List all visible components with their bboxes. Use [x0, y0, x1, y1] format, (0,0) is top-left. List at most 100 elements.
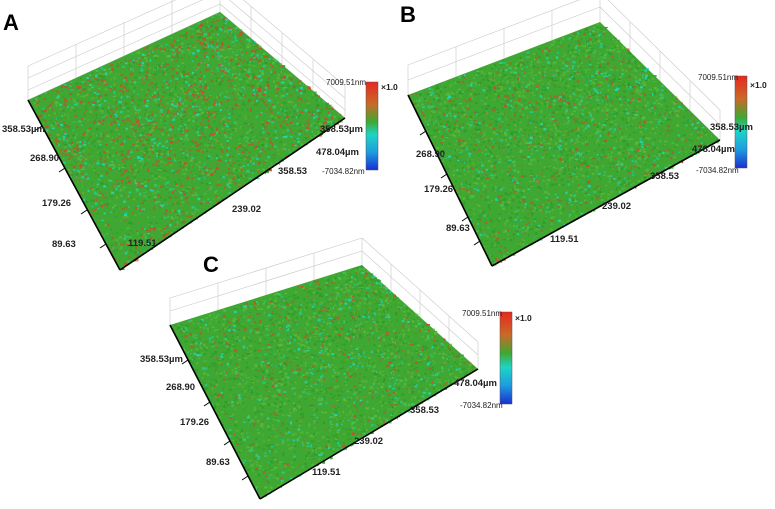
surface-speckle	[167, 202, 169, 204]
surface-speckle	[106, 132, 108, 135]
surface-speckle	[451, 103, 455, 105]
surface-speckle	[218, 183, 221, 186]
surface-speckle	[172, 52, 175, 54]
surface-speckle	[175, 201, 177, 204]
surface-speckle	[196, 67, 199, 70]
surface-speckle	[158, 185, 161, 188]
surface-speckle	[614, 92, 618, 94]
surface-speckle	[181, 115, 184, 118]
surface-speckle	[96, 97, 98, 99]
surface-speckle	[601, 126, 603, 129]
surface-speckle	[80, 192, 83, 195]
surface-speckle	[213, 47, 217, 50]
surface-speckle	[105, 114, 108, 116]
surface-speckle	[123, 128, 127, 131]
surface-speckle	[289, 126, 291, 129]
surface-speckle	[197, 22, 201, 25]
surface-speckle	[606, 62, 610, 65]
surface-speckle	[569, 54, 571, 57]
surface-speckle	[166, 115, 169, 118]
surface-speckle	[259, 138, 263, 141]
surface-speckle	[512, 100, 516, 102]
surface-speckle	[180, 87, 183, 90]
surface-speckle	[167, 109, 170, 112]
surface-speckle	[637, 98, 641, 101]
surface-speckle	[449, 119, 451, 122]
surface-speckle	[173, 98, 176, 100]
surface-speckle	[650, 149, 653, 151]
surface-speckle	[196, 125, 198, 128]
surface-speckle	[157, 66, 159, 69]
surface-speckle	[229, 124, 233, 128]
surface-speckle	[598, 94, 602, 96]
surface-speckle	[187, 27, 191, 30]
surface-speckle	[635, 163, 639, 166]
surface-speckle	[174, 224, 177, 226]
surface-speckle	[558, 86, 561, 88]
surface-speckle	[245, 51, 247, 54]
surface-speckle	[578, 160, 581, 163]
surface-speckle	[550, 177, 552, 179]
surface-speckle	[569, 194, 573, 197]
surface-speckle	[62, 142, 64, 145]
surface-speckle	[516, 133, 518, 135]
surface-speckle	[158, 150, 162, 153]
surface-speckle	[495, 176, 498, 179]
surface-speckle	[96, 196, 98, 199]
surface-speckle	[337, 118, 341, 121]
surface-speckle	[162, 169, 166, 172]
surface-speckle	[506, 76, 509, 78]
surface-speckle	[217, 200, 220, 203]
surface-speckle	[513, 177, 516, 179]
surface-speckle	[542, 221, 546, 224]
surface-speckle	[139, 67, 142, 68]
surface-speckle	[164, 212, 167, 215]
surface-speckle	[238, 145, 241, 148]
surface-speckle	[567, 65, 569, 68]
surface-speckle	[459, 143, 461, 145]
surface-speckle	[277, 86, 280, 88]
surface-speckle	[527, 227, 529, 230]
surface-speckle	[232, 173, 234, 175]
surface-speckle	[529, 169, 532, 172]
surface-speckle	[88, 147, 92, 150]
surface-speckle	[276, 137, 278, 139]
surface-speckle	[79, 169, 81, 172]
surface-speckle	[161, 71, 164, 73]
surface-speckle	[586, 105, 588, 107]
surface-speckle	[161, 128, 165, 130]
surface-speckle	[554, 142, 558, 145]
surface-speckle	[180, 42, 184, 45]
surface-speckle	[330, 120, 333, 124]
surface-speckle	[632, 125, 634, 128]
surface-speckle	[595, 98, 598, 101]
surface-speckle	[160, 103, 164, 105]
surface-speckle	[77, 93, 80, 96]
surface-speckle	[140, 184, 144, 187]
surface-speckle	[169, 141, 172, 144]
surface-speckle	[208, 188, 212, 190]
surface-speckle	[556, 109, 559, 111]
surface-speckle	[662, 151, 665, 154]
surface-speckle	[202, 102, 204, 104]
surface-speckle	[589, 43, 593, 45]
surface-speckle	[482, 157, 484, 160]
surface-speckle	[70, 150, 74, 152]
surface-speckle	[74, 153, 78, 155]
surface-speckle	[234, 73, 237, 76]
surface-speckle	[113, 159, 116, 163]
surface-speckle	[207, 153, 209, 156]
surface-speckle	[504, 224, 506, 227]
surface-speckle	[233, 74, 237, 77]
surface-speckle	[490, 107, 494, 110]
surface-speckle	[160, 153, 164, 156]
surface-speckle	[150, 115, 154, 117]
surface-speckle	[237, 103, 240, 106]
surface-speckle	[270, 138, 272, 140]
surface-speckle	[157, 175, 160, 177]
surface-speckle	[223, 57, 226, 59]
surface-speckle	[215, 133, 217, 136]
surface-speckle	[574, 165, 576, 169]
surface-speckle	[218, 14, 221, 16]
surface-speckle	[142, 65, 144, 68]
